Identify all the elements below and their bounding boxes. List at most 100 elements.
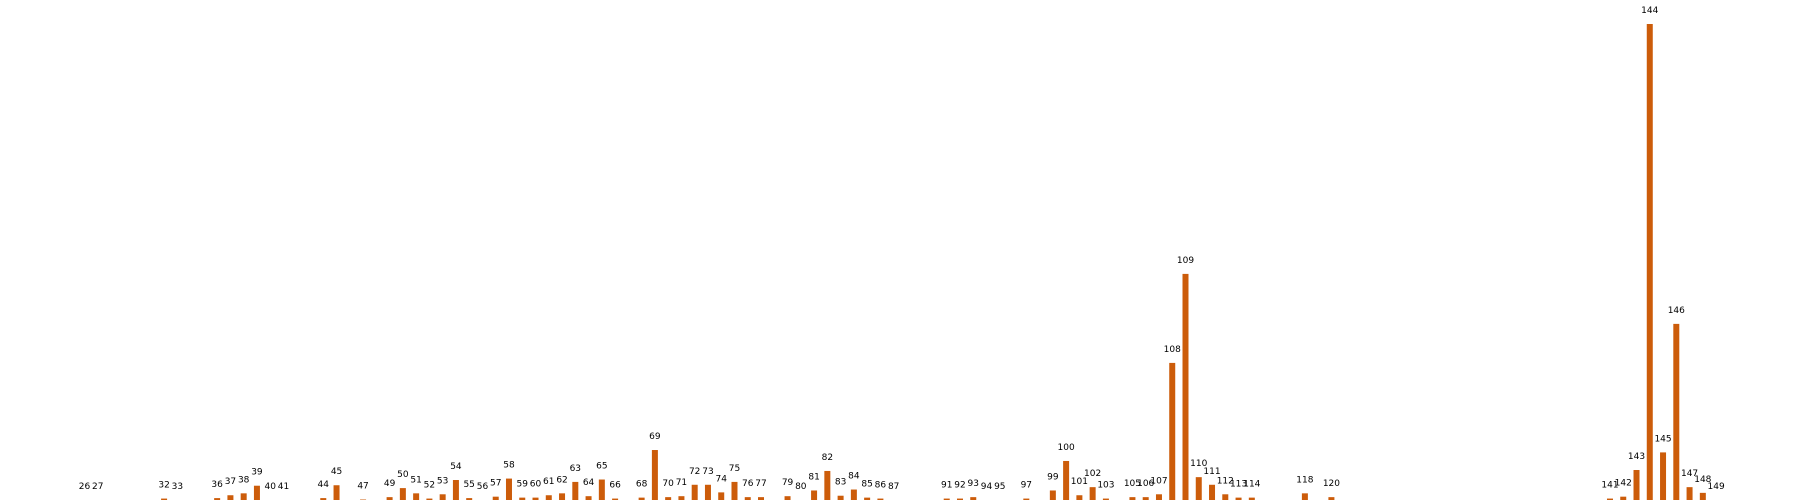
bar-label-146: 146 — [1668, 306, 1685, 316]
bar-109 — [1182, 273, 1189, 500]
bar-label-47: 47 — [357, 482, 368, 492]
bar-label-33: 33 — [172, 482, 183, 492]
bar-54 — [452, 480, 459, 500]
bar-label-148: 148 — [1694, 475, 1711, 485]
bar-39 — [253, 485, 260, 500]
bar-label-120: 120 — [1323, 479, 1340, 489]
bar-label-105: 105 — [1124, 479, 1141, 489]
bar-64 — [585, 496, 592, 500]
bar-72 — [691, 484, 698, 500]
bar-label-54: 54 — [450, 462, 462, 472]
bar-label-82: 82 — [822, 453, 833, 463]
bar-label-66: 66 — [609, 481, 621, 491]
bar-label-86: 86 — [875, 481, 887, 491]
bar-99 — [1049, 490, 1056, 500]
bar-label-92: 92 — [954, 481, 965, 491]
bar-label-81: 81 — [808, 472, 819, 482]
bar-label-103: 103 — [1097, 481, 1114, 491]
bar-label-76: 76 — [742, 479, 754, 489]
bar-52 — [426, 498, 433, 500]
bar-71 — [678, 496, 685, 500]
bar-label-68: 68 — [636, 480, 648, 490]
bar-label-87: 87 — [888, 482, 899, 492]
bar-105 — [1129, 497, 1136, 500]
bar-79 — [784, 496, 791, 500]
bar-label-56: 56 — [477, 482, 489, 492]
bar-label-109: 109 — [1177, 256, 1194, 266]
bar-58 — [505, 478, 512, 500]
bar-label-75: 75 — [729, 464, 740, 474]
bar-118 — [1301, 493, 1308, 500]
bar-85 — [864, 497, 871, 500]
bar-114 — [1248, 497, 1255, 500]
bar-107 — [1155, 494, 1162, 500]
bar-label-110: 110 — [1190, 459, 1207, 469]
bar-102 — [1089, 487, 1096, 500]
bar-label-100: 100 — [1058, 443, 1075, 453]
bar-70 — [665, 497, 672, 500]
bar-label-51: 51 — [410, 475, 421, 485]
bar-label-84: 84 — [848, 472, 860, 482]
bar-label-55: 55 — [463, 480, 474, 490]
bar-66 — [612, 498, 619, 500]
bar-75 — [731, 481, 738, 500]
bar-label-106: 106 — [1137, 479, 1154, 489]
bar-label-70: 70 — [662, 479, 674, 489]
bar-label-45: 45 — [331, 467, 342, 477]
bar-69 — [651, 450, 658, 500]
bar-44 — [320, 498, 327, 500]
bar-59 — [519, 497, 526, 500]
bar-label-79: 79 — [782, 478, 794, 488]
bar-145 — [1660, 452, 1667, 500]
bar-label-38: 38 — [238, 475, 250, 485]
bar-label-83: 83 — [835, 478, 846, 488]
bar-92 — [956, 498, 963, 500]
bar-label-113: 113 — [1230, 480, 1247, 490]
bar-label-69: 69 — [649, 432, 661, 442]
bar-76 — [744, 497, 751, 500]
bar-label-80: 80 — [795, 482, 807, 492]
bar-label-107: 107 — [1150, 476, 1167, 486]
bar-100 — [1063, 460, 1070, 500]
bar-label-62: 62 — [556, 475, 567, 485]
bar-label-77: 77 — [755, 479, 766, 489]
bar-label-65: 65 — [596, 462, 607, 472]
bar-146 — [1673, 323, 1680, 500]
bar-142 — [1620, 496, 1627, 500]
bar-83 — [837, 495, 844, 500]
bar-label-143: 143 — [1628, 452, 1645, 462]
bar-68 — [638, 497, 645, 500]
bar-37 — [227, 495, 234, 500]
bar-36 — [214, 498, 221, 500]
bar-50 — [399, 488, 406, 500]
bar-label-147: 147 — [1681, 469, 1698, 479]
bar-38 — [240, 493, 247, 500]
bar-148 — [1699, 492, 1706, 500]
bar-label-85: 85 — [861, 480, 872, 490]
bar-label-101: 101 — [1071, 477, 1088, 487]
bar-label-74: 74 — [715, 474, 727, 484]
bar-label-32: 32 — [158, 481, 169, 491]
bar-label-118: 118 — [1296, 475, 1313, 485]
bar-77 — [758, 497, 765, 500]
bar-label-64: 64 — [583, 478, 595, 488]
bar-61 — [545, 495, 552, 500]
bar-57 — [492, 496, 499, 500]
bar-49 — [386, 497, 393, 500]
bar-label-52: 52 — [424, 481, 435, 491]
bar-86 — [877, 498, 884, 500]
bar-label-102: 102 — [1084, 469, 1101, 479]
bar-97 — [1023, 498, 1030, 500]
bar-label-36: 36 — [211, 480, 223, 490]
bar-label-44: 44 — [318, 480, 330, 490]
bar-53 — [439, 494, 446, 500]
bar-32 — [161, 498, 168, 500]
bar-label-114: 114 — [1243, 480, 1260, 490]
bar-62 — [559, 493, 566, 500]
bar-110 — [1195, 477, 1202, 500]
bar-112 — [1222, 494, 1229, 500]
bar-120 — [1328, 497, 1335, 500]
bar-label-61: 61 — [543, 477, 554, 487]
bar-label-60: 60 — [530, 480, 542, 490]
